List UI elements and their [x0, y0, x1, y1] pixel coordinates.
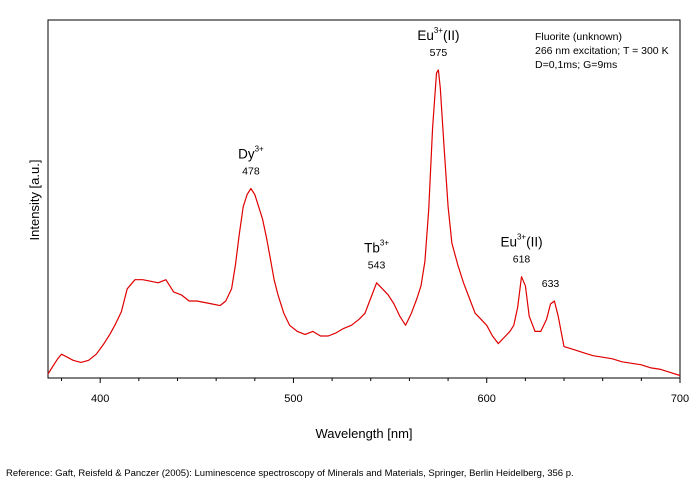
x-axis-ticks: 400 500 600 700	[61, 378, 689, 405]
series-line-intensity	[47, 69, 681, 377]
x-tick-label: 600	[478, 393, 496, 405]
x-tick-label: 400	[91, 393, 109, 405]
info-line: 266 nm excitation; T = 300 K	[535, 45, 669, 57]
peak-wavelength-label: 633	[542, 278, 560, 290]
reference-note: Reference: Gaft, Reisfeld & Panczer (200…	[6, 468, 574, 479]
x-tick-label: 500	[284, 393, 302, 405]
info-box: Fluorite (unknown) 266 nm excitation; T =…	[535, 31, 669, 71]
y-axis-label: Intensity [a.u.]	[27, 160, 42, 241]
info-line: D=0,1ms; G=9ms	[535, 59, 617, 71]
x-tick-label: 700	[671, 393, 689, 405]
peak-ion-label: Eu3+(II)	[417, 26, 459, 43]
peak-ion-label: Dy3+	[238, 144, 264, 161]
peak-wavelength-label: 575	[430, 47, 448, 59]
peak-annotations: 478 Dy3+ 543 Tb3+ 575 Eu3+(II) 618 Eu3+(II) 633	[238, 26, 559, 290]
peak-wavelength-label: 478	[242, 165, 260, 177]
x-axis-label: Wavelength [nm]	[315, 426, 412, 441]
peak-ion-label: Tb3+	[364, 239, 389, 256]
plot-area	[47, 19, 681, 379]
peak-wavelength-label: 618	[513, 254, 531, 266]
peak-wavelength-label: 543	[368, 260, 386, 272]
peak-ion-label: Eu3+(II)	[500, 233, 542, 250]
info-line: Fluorite (unknown)	[535, 31, 622, 43]
